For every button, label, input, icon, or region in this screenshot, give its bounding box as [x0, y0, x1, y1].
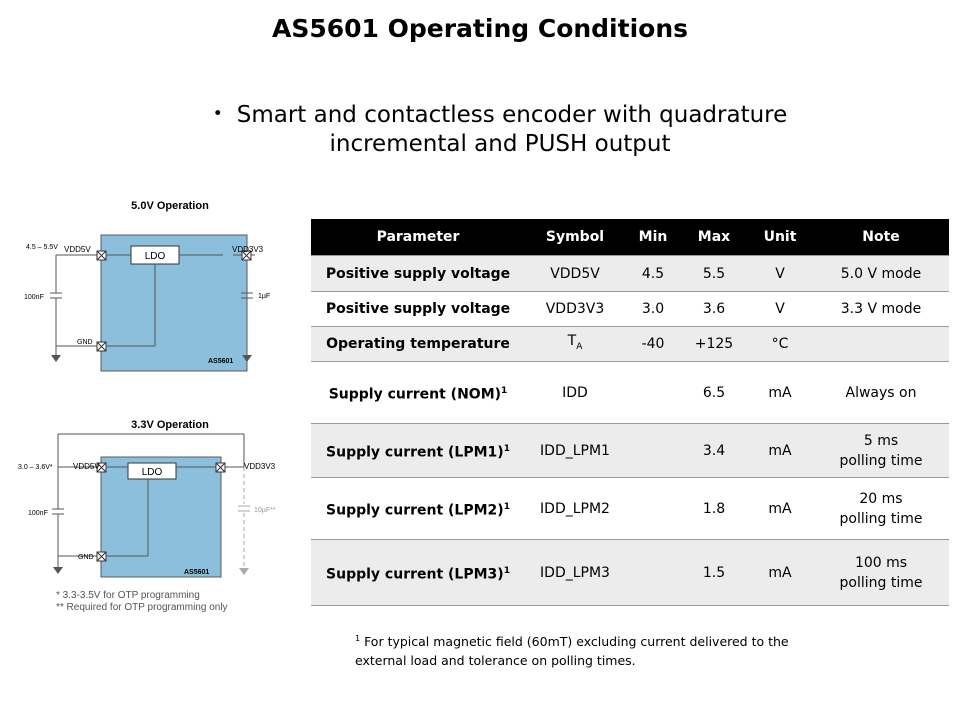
table-footnote: 1 For typical magnetic field (60mT) excl… — [355, 634, 789, 669]
col-max: Max — [681, 219, 747, 256]
circuit-5v-diagram: LDO 4.5 – 5.5V VDD5V VDD3V3 GND 100nF 1µ… — [24, 234, 270, 372]
bullet-text: Smart and contactless encoder with quadr… — [236, 102, 788, 157]
svg-text:3.0 – 3.6V*: 3.0 – 3.6V* — [18, 464, 53, 471]
slide-title: AS5601 Operating Conditions — [271, 14, 688, 43]
ground-icon — [239, 568, 249, 575]
svg-text:VDD3V3: VDD3V3 — [244, 462, 276, 471]
circuit-3v3-diagram: LDO 3.0 – 3.6V* VDD5V VDD3V3 GND 100nF 1… — [18, 433, 276, 578]
ground-icon — [51, 355, 61, 362]
svg-text:10µF**: 10µF** — [254, 507, 276, 514]
supply-label: 4.5 – 5.5V — [26, 244, 58, 251]
svg-text:100nF: 100nF — [28, 510, 48, 517]
col-symbol: Symbol — [525, 219, 625, 256]
table-row: Supply current (LPM3)1 IDD_LPM3 1.5 mA 1… — [311, 539, 949, 606]
svg-text:AS5601: AS5601 — [184, 569, 209, 576]
table-row: Supply current (LPM1)1 IDD_LPM1 3.4 mA 5… — [311, 423, 949, 478]
ldo-label: LDO — [145, 251, 166, 262]
bullet-icon: • — [212, 104, 223, 124]
svg-text:GND: GND — [77, 339, 93, 346]
operating-conditions-table: Parameter Symbol Min Max Unit Note Posit… — [311, 219, 949, 606]
col-parameter: Parameter — [311, 219, 525, 256]
svg-text:LDO: LDO — [142, 467, 163, 478]
table-row: Positive supply voltage VDD5V 4.5 5.5 V … — [311, 255, 949, 292]
table-row: Supply current (NOM)1 IDD 6.5 mA Always … — [311, 361, 949, 424]
bullet-point: • Smart and contactless encoder with quad… — [150, 100, 850, 159]
col-note: Note — [813, 219, 949, 256]
ground-icon — [242, 355, 252, 362]
svg-text:AS5601: AS5601 — [208, 358, 233, 365]
svg-text:VDD5V: VDD5V — [73, 462, 100, 471]
svg-text:VDD5V: VDD5V — [64, 245, 91, 254]
ground-icon — [53, 567, 63, 574]
col-min: Min — [625, 219, 681, 256]
svg-text:1µF: 1µF — [258, 293, 270, 300]
table-row: Operating temperature TA -40 +125 °C — [311, 326, 949, 362]
svg-text:GND: GND — [78, 554, 94, 561]
table-row: Positive supply voltage VDD3V3 3.0 3.6 V… — [311, 291, 949, 327]
circuit-3v3-heading: 3.3V Operation — [131, 419, 209, 431]
col-unit: Unit — [747, 219, 813, 256]
circuit-footnotes: * 3.3-3.5V for OTP programming ** Requir… — [56, 590, 228, 613]
table-header-row: Parameter Symbol Min Max Unit Note — [311, 219, 949, 256]
table-row: Supply current (LPM2)1 IDD_LPM2 1.8 mA 2… — [311, 477, 949, 540]
svg-text:VDD3V3: VDD3V3 — [232, 245, 264, 254]
circuit-5v-heading: 5.0V Operation — [131, 200, 209, 212]
svg-text:100nF: 100nF — [24, 294, 44, 301]
